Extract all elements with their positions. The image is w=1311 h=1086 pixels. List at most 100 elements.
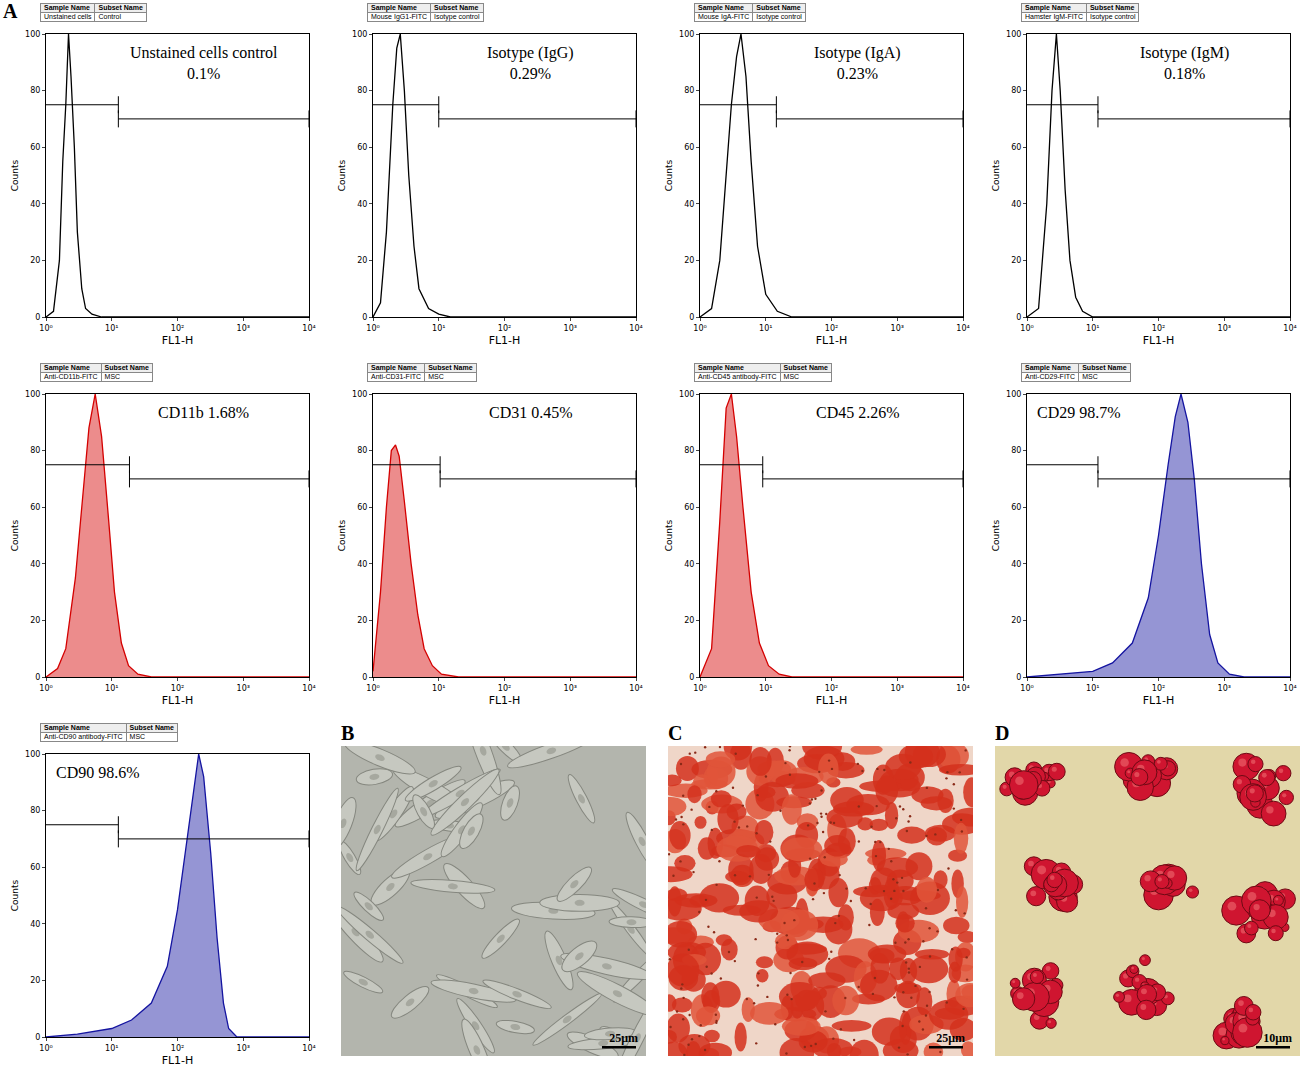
- svg-text:Counts: Counts: [10, 879, 20, 911]
- svg-text:25μm: 25μm: [936, 1031, 965, 1045]
- svg-text:40: 40: [1011, 560, 1021, 569]
- svg-text:60: 60: [357, 503, 367, 512]
- svg-text:10⁴: 10⁴: [302, 1044, 315, 1053]
- svg-text:80: 80: [684, 446, 694, 455]
- svg-text:60: 60: [1011, 143, 1021, 152]
- svg-text:60: 60: [30, 863, 40, 872]
- svg-text:10⁴: 10⁴: [1283, 324, 1296, 333]
- svg-text:Counts: Counts: [664, 159, 674, 191]
- svg-text:60: 60: [684, 143, 694, 152]
- svg-text:CD29 98.7%: CD29 98.7%: [1037, 404, 1121, 421]
- svg-text:10²: 10²: [171, 684, 184, 693]
- svg-text:Counts: Counts: [337, 159, 347, 191]
- svg-text:20: 20: [1011, 256, 1021, 265]
- svg-text:40: 40: [357, 560, 367, 569]
- svg-text:100: 100: [1006, 30, 1021, 39]
- svg-text:10²: 10²: [1152, 684, 1165, 693]
- svg-text:10³: 10³: [1218, 324, 1231, 333]
- svg-text:10⁰: 10⁰: [366, 324, 379, 333]
- svg-text:80: 80: [357, 86, 367, 95]
- svg-text:10³: 10³: [1218, 684, 1231, 693]
- svg-text:80: 80: [1011, 446, 1021, 455]
- svg-text:Counts: Counts: [10, 159, 20, 191]
- svg-text:40: 40: [357, 200, 367, 209]
- svg-text:FL1-H: FL1-H: [162, 1054, 194, 1067]
- svg-text:CD45 2.26%: CD45 2.26%: [816, 404, 900, 421]
- svg-text:10²: 10²: [498, 324, 511, 333]
- svg-text:10⁰: 10⁰: [39, 1044, 52, 1053]
- svg-text:60: 60: [684, 503, 694, 512]
- svg-text:Isotype (IgG)0.29%: Isotype (IgG)0.29%: [487, 44, 574, 82]
- svg-text:10¹: 10¹: [759, 324, 772, 333]
- svg-text:10⁰: 10⁰: [1020, 324, 1033, 333]
- svg-text:20: 20: [684, 616, 694, 625]
- svg-text:80: 80: [30, 806, 40, 815]
- svg-text:20: 20: [357, 616, 367, 625]
- svg-text:100: 100: [25, 390, 40, 399]
- svg-text:CD31 0.45%: CD31 0.45%: [489, 404, 573, 421]
- svg-text:40: 40: [30, 200, 40, 209]
- svg-text:40: 40: [684, 560, 694, 569]
- svg-text:0: 0: [35, 313, 40, 322]
- svg-text:10⁴: 10⁴: [302, 684, 315, 693]
- svg-text:10⁴: 10⁴: [629, 684, 642, 693]
- svg-text:100: 100: [679, 30, 694, 39]
- svg-text:10²: 10²: [825, 684, 838, 693]
- svg-text:10¹: 10¹: [105, 1044, 118, 1053]
- svg-text:10²: 10²: [171, 324, 184, 333]
- svg-text:0: 0: [35, 673, 40, 682]
- svg-text:FL1-H: FL1-H: [816, 694, 848, 707]
- svg-text:80: 80: [30, 446, 40, 455]
- svg-text:80: 80: [357, 446, 367, 455]
- svg-text:40: 40: [30, 560, 40, 569]
- svg-text:FL1-H: FL1-H: [162, 694, 194, 707]
- svg-text:10⁴: 10⁴: [629, 324, 642, 333]
- svg-text:0: 0: [689, 313, 694, 322]
- svg-text:20: 20: [30, 256, 40, 265]
- svg-text:10¹: 10¹: [432, 684, 445, 693]
- svg-text:FL1-H: FL1-H: [1143, 334, 1175, 347]
- svg-text:0: 0: [1016, 673, 1021, 682]
- svg-text:60: 60: [357, 143, 367, 152]
- svg-text:FL1-H: FL1-H: [162, 334, 194, 347]
- svg-text:10⁰: 10⁰: [39, 684, 52, 693]
- svg-text:10³: 10³: [237, 324, 250, 333]
- svg-text:10²: 10²: [825, 324, 838, 333]
- svg-text:FL1-H: FL1-H: [489, 334, 521, 347]
- svg-text:10³: 10³: [564, 324, 577, 333]
- svg-text:80: 80: [684, 86, 694, 95]
- svg-text:60: 60: [30, 143, 40, 152]
- svg-text:10⁴: 10⁴: [956, 684, 969, 693]
- svg-text:10³: 10³: [237, 1044, 250, 1053]
- svg-text:10⁰: 10⁰: [1020, 684, 1033, 693]
- svg-text:Unstained cells control0.1%: Unstained cells control0.1%: [130, 44, 278, 82]
- svg-text:60: 60: [1011, 503, 1021, 512]
- svg-text:40: 40: [1011, 200, 1021, 209]
- svg-text:CD90 98.6%: CD90 98.6%: [56, 764, 140, 781]
- svg-text:100: 100: [679, 390, 694, 399]
- svg-text:10⁴: 10⁴: [302, 324, 315, 333]
- svg-text:10³: 10³: [564, 684, 577, 693]
- svg-text:10¹: 10¹: [105, 324, 118, 333]
- svg-text:10³: 10³: [891, 684, 904, 693]
- svg-text:FL1-H: FL1-H: [489, 694, 521, 707]
- svg-text:Counts: Counts: [337, 519, 347, 551]
- svg-text:FL1-H: FL1-H: [1143, 694, 1175, 707]
- svg-text:Isotype (IgM)0.18%: Isotype (IgM)0.18%: [1140, 44, 1229, 82]
- svg-text:0: 0: [35, 1033, 40, 1042]
- svg-text:20: 20: [357, 256, 367, 265]
- svg-text:80: 80: [30, 86, 40, 95]
- svg-text:FL1-H: FL1-H: [816, 334, 848, 347]
- svg-text:10²: 10²: [1152, 324, 1165, 333]
- svg-text:20: 20: [1011, 616, 1021, 625]
- svg-text:100: 100: [25, 750, 40, 759]
- svg-text:10³: 10³: [237, 684, 250, 693]
- svg-text:0: 0: [689, 673, 694, 682]
- svg-text:10¹: 10¹: [1086, 324, 1099, 333]
- svg-text:0: 0: [1016, 313, 1021, 322]
- svg-text:100: 100: [25, 30, 40, 39]
- svg-text:10²: 10²: [171, 1044, 184, 1053]
- svg-text:20: 20: [30, 616, 40, 625]
- svg-text:10⁴: 10⁴: [1283, 684, 1296, 693]
- svg-text:CD11b 1.68%: CD11b 1.68%: [158, 404, 249, 421]
